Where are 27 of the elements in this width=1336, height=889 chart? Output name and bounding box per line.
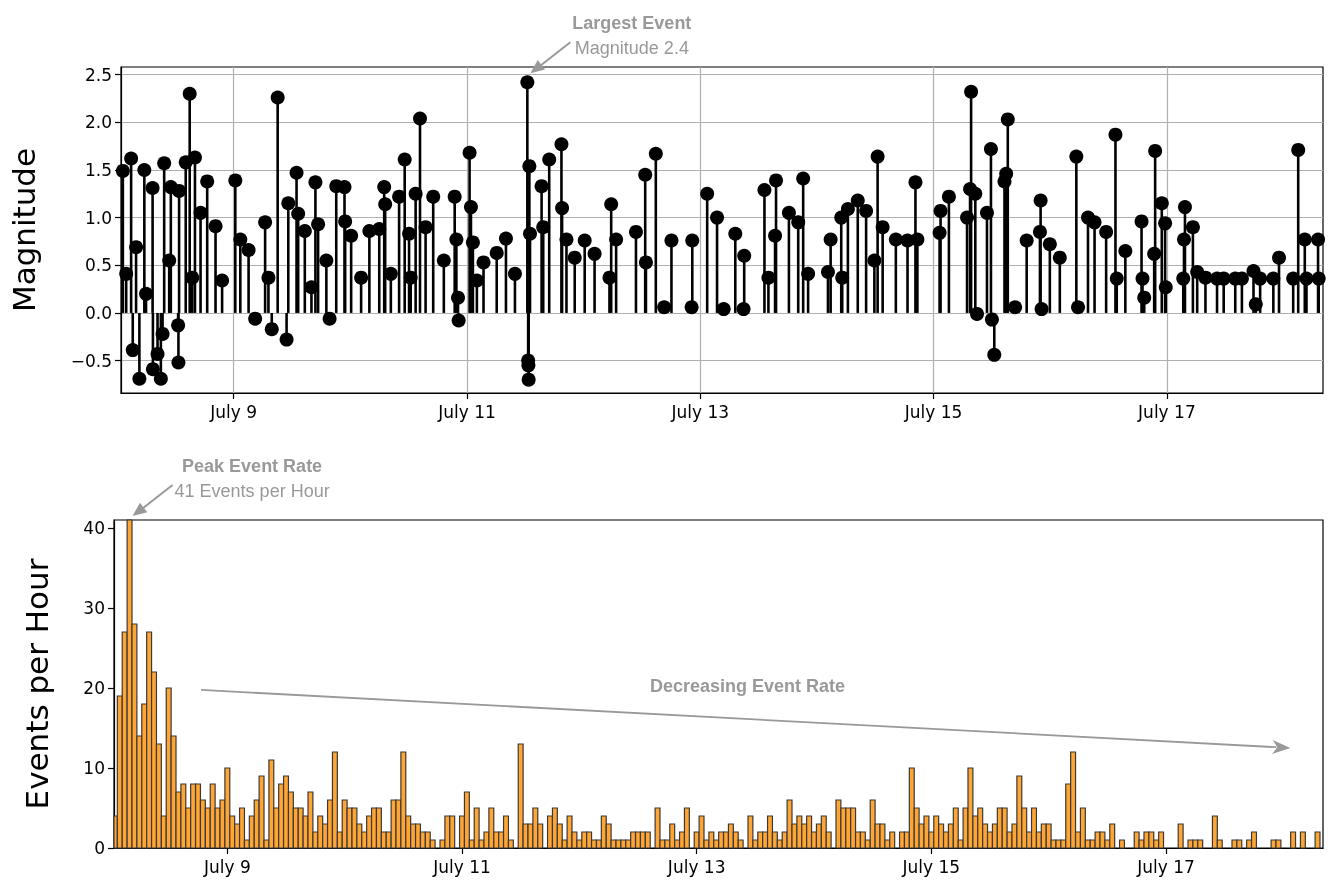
annotation: Peak Event Rate 41 Events per Hour	[174, 456, 330, 501]
y-tick-label: 10	[83, 758, 105, 778]
y-tick-label: 0.5	[84, 255, 112, 276]
annotation: Decreasing Event Rate	[649, 675, 846, 696]
x-tick-label: July 13	[670, 401, 730, 422]
y-axis-title: Magnitude	[5, 147, 42, 313]
x-tick-label: July 9	[209, 401, 258, 422]
x-tick-label: July 17	[1137, 401, 1196, 422]
y-tick-label: 20	[83, 678, 105, 698]
x-tick-label: July 15	[901, 856, 961, 877]
y-axis-title: Events per Hour	[18, 558, 55, 810]
y-tick-label: −0.5	[70, 350, 112, 371]
y-tick-label: 2.0	[84, 112, 112, 133]
x-tick-label: July 15	[903, 401, 963, 422]
x-tick-label: July 11	[432, 856, 491, 877]
y-tick-label: 0	[94, 838, 105, 858]
y-tick-label: 40	[83, 518, 105, 538]
x-tick-label: July 9	[202, 856, 251, 877]
annotation: Largest Event Magnitude 2.4	[572, 13, 692, 59]
x-tick-label: July 17	[1136, 856, 1195, 877]
y-tick-label: 30	[83, 598, 105, 618]
y-tick-label: 2.5	[84, 64, 112, 85]
x-tick-label: July 11	[437, 401, 496, 422]
x-tick-label: July 13	[666, 856, 726, 877]
y-tick-label: 1.0	[84, 207, 112, 228]
y-tick-label: 0.0	[84, 302, 112, 323]
y-tick-label: 1.5	[84, 159, 112, 180]
